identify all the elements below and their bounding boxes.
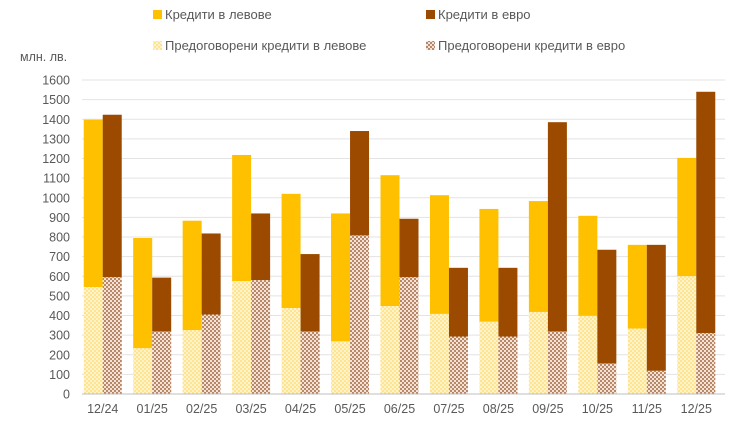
legend-swatch [153,41,162,50]
legend-swatch [426,41,435,50]
bar-lev-refinanced [528,311,548,394]
bar-lev-upper [627,244,647,329]
x-tick-label: 11/25 [632,402,662,416]
bar-lev-upper [380,175,400,307]
bar-eur-refinanced [547,331,567,394]
bar-lev-refinanced [281,308,301,394]
bar-lev-upper [281,193,301,309]
y-tick-label: 1600 [42,74,70,88]
bar-eur-refinanced [646,370,666,394]
bar-lev-upper [429,195,449,314]
bar-lev-refinanced [83,287,103,394]
x-tick-label: 12/25 [681,402,712,416]
bar-eur-refinanced [597,363,617,394]
legend-swatch [426,10,435,19]
y-tick-label: 900 [49,211,70,225]
bar-eur-upper [152,277,172,332]
bar-lev-upper [677,157,697,277]
bar-lev-upper [528,201,548,312]
bar-lev-refinanced [380,306,400,394]
bar-eur-upper [251,213,271,281]
bar-lev-upper [578,215,598,316]
bar-eur-refinanced [448,336,468,394]
x-tick-label: 04/25 [285,402,316,416]
bar-eur-refinanced [399,277,419,394]
x-tick-label: 09/25 [532,402,563,416]
legend-swatch [153,10,162,19]
bar-eur-upper [448,267,468,337]
y-tick-label: 1300 [42,132,70,146]
y-tick-label: 1500 [42,93,70,107]
bar-lev-refinanced [627,328,647,394]
x-tick-label: 12/24 [87,402,118,416]
bar-lev-refinanced [331,341,351,394]
x-tick-label: 02/25 [186,402,217,416]
y-tick-label: 1200 [42,152,70,166]
bar-eur-upper [300,254,320,332]
bar-lev-upper [331,213,351,342]
bar-eur-refinanced [300,331,320,394]
y-tick-label: 0 [63,388,70,402]
y-tick-label: 500 [49,289,70,303]
bar-lev-refinanced [133,348,153,394]
legend-label: Предоговорени кредити в левове [165,38,366,53]
x-tick-label: 10/25 [582,402,613,416]
bar-eur-refinanced [251,280,271,394]
legend-label: Кредити в евро [438,7,531,22]
y-tick-label: 200 [49,348,70,362]
bar-eur-upper [597,249,617,364]
bar-lev-upper [182,220,202,331]
bar-eur-upper [696,91,716,334]
bar-lev-refinanced [182,330,202,394]
bar-lev-upper [83,119,103,288]
bars [83,91,716,394]
x-tick-label: 07/25 [433,402,464,416]
bar-eur-refinanced [498,336,518,394]
y-tick-label: 600 [49,270,70,284]
y-unit-label: млн. лв. [20,50,67,64]
bar-eur-upper [201,233,221,315]
x-tick-label: 01/25 [137,402,168,416]
y-tick-label: 700 [49,250,70,264]
bar-eur-refinanced [350,235,370,394]
bar-lev-upper [232,154,252,282]
bar-eur-upper [102,114,122,278]
x-tick-label: 03/25 [235,402,266,416]
bar-lev-refinanced [677,276,697,394]
bar-lev-upper [133,237,153,349]
bar-eur-upper [498,267,518,337]
legend-label: Предоговорени кредити в евро [438,38,625,53]
bar-lev-refinanced [479,321,499,394]
y-tick-label: 100 [49,368,70,382]
bar-eur-upper [350,131,370,236]
bar-eur-upper [547,122,567,332]
bar-lev-refinanced [578,315,598,394]
y-tick-label: 400 [49,309,70,323]
bar-lev-refinanced [429,313,449,394]
x-tick-label: 05/25 [334,402,365,416]
bar-eur-refinanced [102,277,122,394]
bar-eur-refinanced [152,331,172,394]
legend: Кредити в левове Кредити в евро Предоговор… [153,7,625,53]
bar-eur-upper [646,244,666,371]
x-tick-label: 08/25 [483,402,514,416]
y-tick-label: 300 [49,329,70,343]
legend-label: Кредити в левове [165,7,272,22]
y-tick-label: 1400 [42,113,70,127]
axes: 0 100 200 300 400 500 600 700 800 900 1000 1100 1200… [42,74,725,416]
y-tick-label: 1100 [43,172,70,186]
y-tick-label: 1000 [42,191,70,205]
bar-lev-refinanced [232,281,252,394]
bar-eur-refinanced [696,333,716,394]
bar-eur-refinanced [201,314,221,394]
bar-eur-upper [399,218,419,278]
x-tick-label: 06/25 [384,402,415,416]
bar-lev-upper [479,208,499,322]
y-tick-label: 800 [49,231,70,245]
